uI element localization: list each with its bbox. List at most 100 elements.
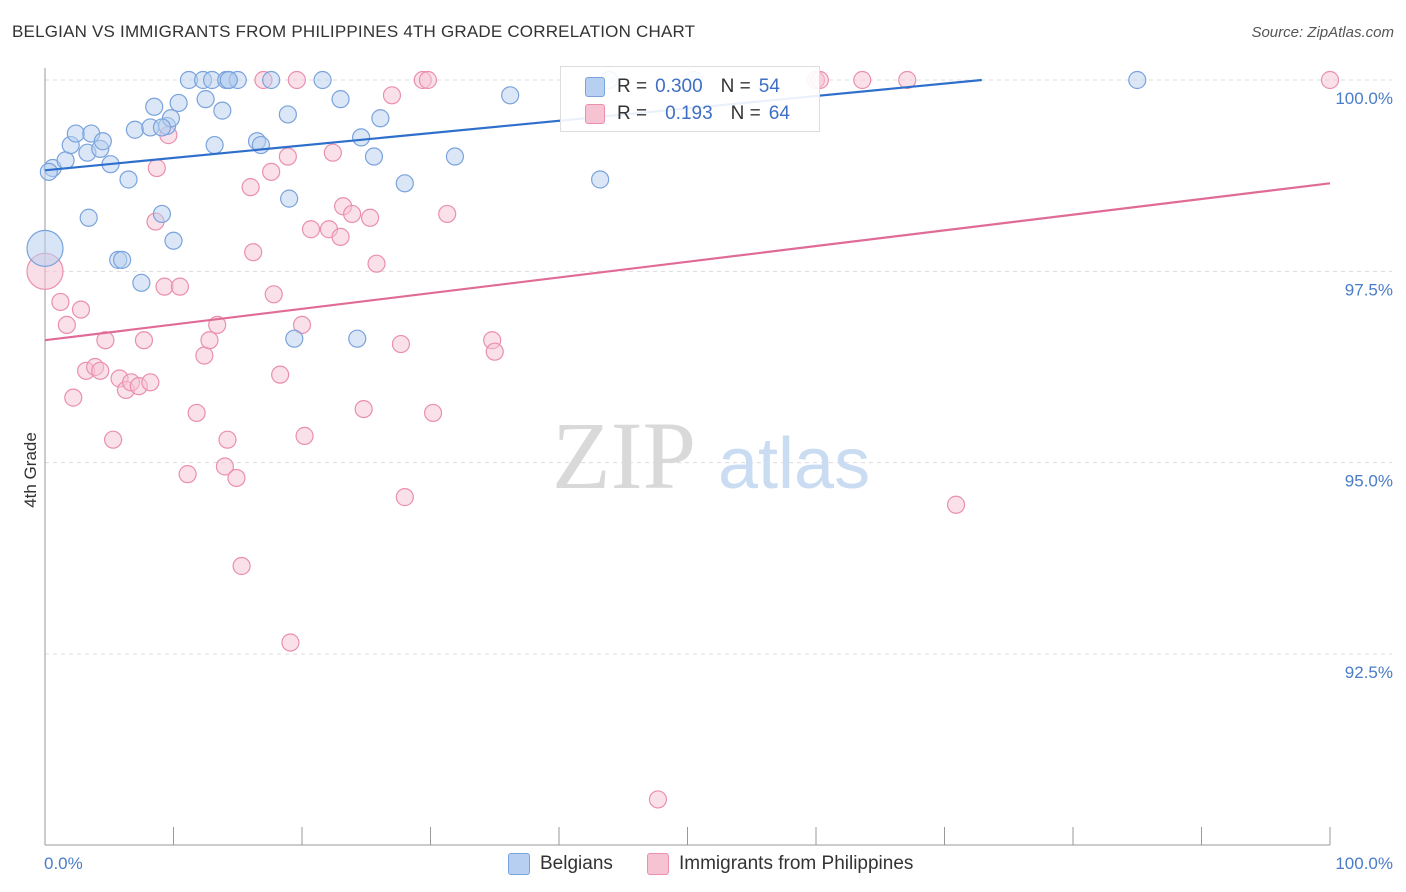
philippines-point <box>178 465 197 484</box>
belgians-point <box>164 231 183 250</box>
belgians-point <box>169 93 188 113</box>
belgians-point <box>278 105 297 124</box>
chart-title: BELGIAN VS IMMIGRANTS FROM PHILIPPINES 4… <box>12 22 696 41</box>
watermark-atlas: atlas <box>718 424 870 504</box>
philippines-point <box>331 227 350 246</box>
watermark-zip: ZIP <box>552 402 696 509</box>
stats-legend: R = 0.300 N = 54 R = 0.193 N = 64 <box>560 66 820 132</box>
belgians-point <box>205 135 224 155</box>
belgians-point <box>395 174 414 193</box>
philippines-point <box>195 346 214 365</box>
philippines-point <box>244 243 263 262</box>
y-tick-label: 92.5% <box>1345 663 1393 682</box>
philippines-point <box>215 457 234 476</box>
belgians-point <box>79 208 98 227</box>
belgians-point <box>280 189 299 208</box>
belgians-point <box>26 229 64 267</box>
philippines-point <box>218 430 237 449</box>
belgians-point <box>112 250 132 269</box>
legend-n-label: N = <box>720 76 751 97</box>
legend-item-belgians[interactable]: Belgians <box>508 851 613 877</box>
legend-r-label: R = <box>617 76 648 97</box>
watermark: ZIP atlas <box>552 402 870 509</box>
belgians-point <box>445 147 465 166</box>
legend-item-philippines[interactable]: Immigrants from Philippines <box>647 851 913 877</box>
philippines-point <box>271 365 290 384</box>
belgians-point <box>371 109 390 128</box>
legend-r-label: R = <box>617 103 648 124</box>
philippines-trend-line <box>44 182 1331 342</box>
legend-label-belgians: Belgians <box>540 853 613 874</box>
legend-swatch-philippines <box>585 104 605 124</box>
legend-swatch-belgians <box>585 77 605 97</box>
belgians-point <box>132 273 151 292</box>
philippines-point <box>104 430 123 449</box>
x-tick-label: 0.0% <box>44 854 83 873</box>
legend-n-label: N = <box>730 103 761 124</box>
philippines-point <box>853 70 872 90</box>
belgians-point <box>196 90 215 109</box>
belgians-point <box>313 70 332 90</box>
belgians-point <box>331 90 350 109</box>
philippines-point <box>648 790 668 809</box>
belgians-point <box>219 70 238 90</box>
philippines-point <box>423 403 443 423</box>
legend-row-philippines: R = 0.193 N = 64 <box>585 100 790 128</box>
philippines-point <box>264 285 283 304</box>
axes <box>44 68 1331 846</box>
belgians-point <box>93 132 112 151</box>
series-legend: Belgians Immigrants from Philippines <box>0 851 1406 877</box>
source-credit: Source: ZipAtlas.com <box>1251 24 1394 41</box>
y-tick-labels: 100.0% 97.5% 95.0% 92.5% <box>1335 89 1393 682</box>
belgians-point <box>66 124 85 143</box>
belgians-point <box>352 128 371 147</box>
legend-r-value: 0.193 <box>665 103 713 124</box>
philippines-point <box>946 495 966 514</box>
philippines-point <box>134 331 154 350</box>
legend-swatch-philippines <box>647 853 669 875</box>
philippines-point <box>485 342 504 361</box>
philippines-point <box>71 300 91 319</box>
belgians-point <box>119 170 138 189</box>
philippines-point <box>287 70 306 90</box>
belgians-point <box>39 162 58 181</box>
belgians-point <box>591 170 610 189</box>
legend-r-value: 0.300 <box>655 76 703 97</box>
philippines-point <box>170 277 190 296</box>
belgians-point <box>262 70 281 90</box>
legend-n-value: 64 <box>768 103 790 124</box>
philippines-point <box>232 556 251 576</box>
philippines-point <box>281 633 300 652</box>
belgians-point <box>1128 70 1147 90</box>
legend-swatch-belgians <box>508 853 530 875</box>
philippines-point <box>301 220 321 239</box>
philippines-point <box>343 204 362 224</box>
philippines-point <box>155 277 174 296</box>
belgians-point <box>364 147 384 166</box>
x-tick-labels: 0.0% 100.0% <box>44 854 1393 873</box>
philippines-point <box>278 147 297 166</box>
philippines-point <box>391 334 411 354</box>
belgians-point <box>56 151 75 170</box>
philippines-point <box>51 292 70 312</box>
philippines-point <box>200 331 219 350</box>
philippines-point <box>91 361 110 380</box>
philippines-point <box>323 143 342 162</box>
philippines-point <box>262 162 281 181</box>
y-axis-label: 4th Grade <box>21 432 40 508</box>
philippines-point <box>292 315 312 335</box>
legend-label-philippines: Immigrants from Philippines <box>679 853 914 874</box>
philippines-point <box>898 70 917 90</box>
philippines-point <box>367 254 386 273</box>
philippines-point <box>438 204 457 224</box>
belgians-point <box>348 329 367 348</box>
legend-row-belgians: R = 0.300 N = 54 <box>585 73 780 101</box>
x-tick-label: 100.0% <box>1335 854 1393 873</box>
belgians-point <box>125 120 145 139</box>
philippines-point <box>361 208 380 227</box>
philippines-point <box>418 70 438 90</box>
legend-n-value: 54 <box>758 76 780 97</box>
philippines-point <box>382 86 402 105</box>
belgians-point <box>501 86 520 105</box>
